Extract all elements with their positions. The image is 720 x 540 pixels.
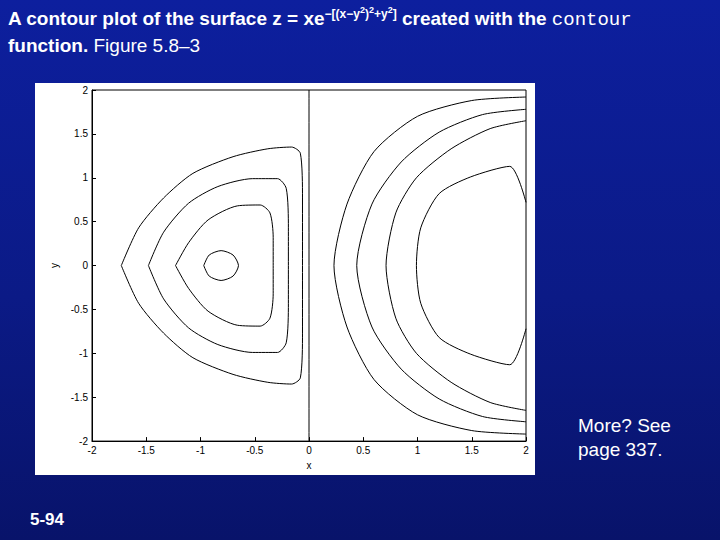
svg-text:1.5: 1.5 [74,128,88,139]
svg-text:-2: -2 [79,435,88,447]
svg-text:1: 1 [415,445,421,456]
svg-text:2: 2 [523,445,529,456]
svg-text:2: 2 [82,85,88,96]
svg-text:-1: -1 [79,348,88,359]
svg-text:0.5: 0.5 [356,445,370,456]
html-text:More? See page 337.: More? See page 337. [578,415,671,460]
svg-text:-1.5: -1.5 [71,392,89,403]
svg-text:0: 0 [82,260,88,271]
svg-text:1: 1 [82,172,88,183]
html-text:5-94: 5-94 [30,510,64,529]
svg-text:-0.5: -0.5 [71,304,89,315]
svg-text:-0.5: -0.5 [246,445,264,456]
svg-text:y: y [49,263,60,268]
svg-text:x: x [307,460,312,471]
svg-text:-1: -1 [196,445,205,456]
html-text:A contour plot of the surface: A contour plot of the surface z = xe−[(x… [8,5,632,31]
html-text:function. Figure 5.8–3: function. Figure 5.8–3 [8,35,201,56]
svg-text:-2: -2 [88,445,97,456]
svg-text:1.5: 1.5 [465,445,479,456]
svg-text:0: 0 [306,445,312,456]
svg-text:-1.5: -1.5 [138,445,156,456]
svg-text:0.5: 0.5 [74,216,88,227]
